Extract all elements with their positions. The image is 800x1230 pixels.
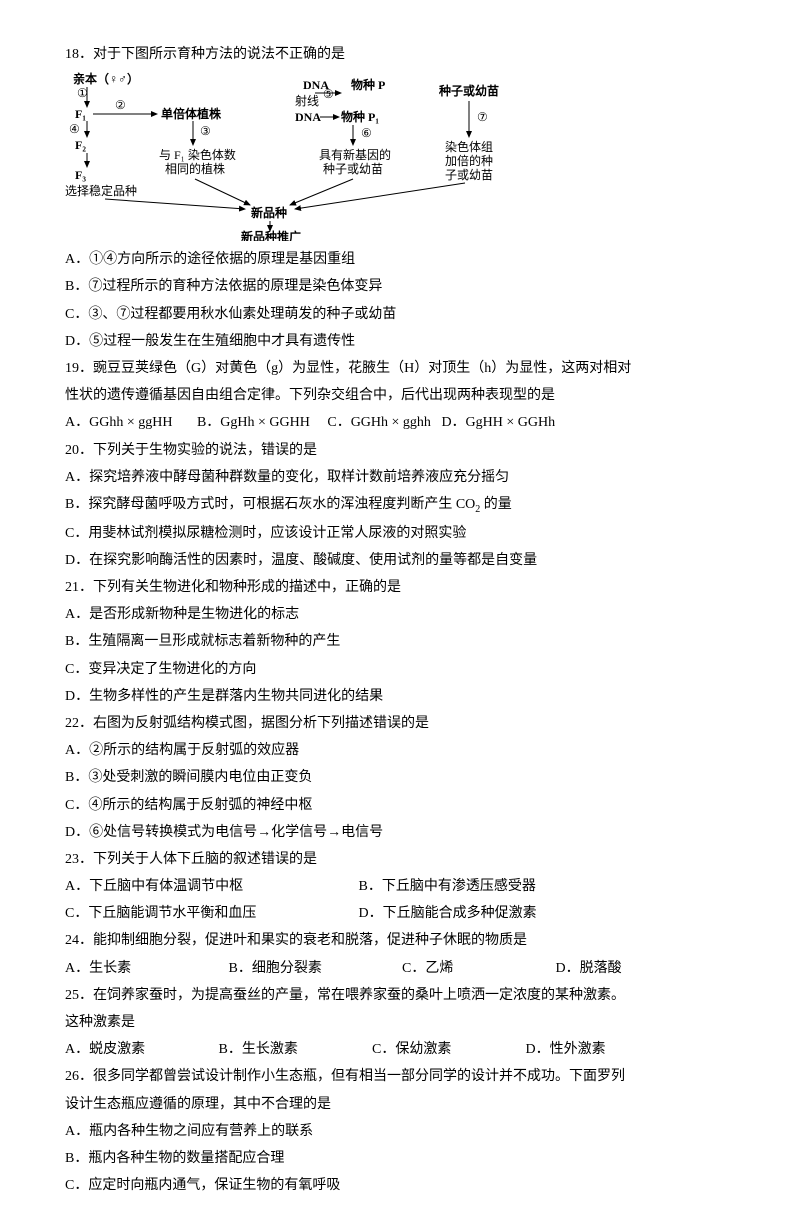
svg-text:①: ① <box>77 86 88 100</box>
q19-opt-c: C．GGHh × gghh <box>327 415 431 430</box>
q19-stem-1: 19．豌豆豆荚绿色（G）对黄色（g）为显性，花腋生（H）对顶生（h）为显性，这两… <box>65 356 735 381</box>
q18-stem: 18．对于下图所示育种方法的说法不正确的是 <box>65 42 735 67</box>
q19-options: A．GGhh × ggHH B．GgHh × GGHH C．GGHh × ggh… <box>65 410 735 435</box>
q24-options: A．生长素 B．细胞分裂素 C．乙烯 D．脱落酸 <box>65 956 735 981</box>
q18-opt-c: C．③、⑦过程都要用秋水仙素处理萌发的种子或幼苗 <box>65 302 735 327</box>
q23-opts-cd: C．下丘脑能调节水平衡和血压 D．下丘脑能合成多种促激素 <box>65 901 735 926</box>
q18-diagram: 亲本（♀♂） ① F₁ ② 单倍体植株 ④ F₂ F₃ 选择稳定品种 ③ 与 F… <box>65 71 735 241</box>
q18-opt-a: A．①④方向所示的途径依据的原理是基因重组 <box>65 247 735 272</box>
q23-stem: 23．下列关于人体下丘脑的叙述错误的是 <box>65 847 735 872</box>
svg-text:射线: 射线 <box>295 93 319 108</box>
svg-text:相同的植株: 相同的植株 <box>165 161 225 176</box>
q20-stem: 20．下列关于生物实验的说法，错误的是 <box>65 438 735 463</box>
q25-stem-2: 这种激素是 <box>65 1010 735 1035</box>
q24-opt-c: C．乙烯 <box>402 956 552 981</box>
q23-opt-a: A．下丘脑中有体温调节中枢 <box>65 874 355 899</box>
q25-opt-a: A．蜕皮激素 <box>65 1037 215 1062</box>
q26-opt-b: B．瓶内各种生物的数量搭配应合理 <box>65 1146 735 1171</box>
q21-opt-c: C．变异决定了生物进化的方向 <box>65 657 735 682</box>
svg-text:新品种推广: 新品种推广 <box>241 229 301 241</box>
svg-text:F₁: F₁ <box>75 107 86 121</box>
svg-text:DNA: DNA <box>295 110 321 124</box>
svg-text:⑥: ⑥ <box>361 126 372 140</box>
q25-opt-d: D．性外激素 <box>526 1042 606 1057</box>
svg-text:种子或幼苗: 种子或幼苗 <box>438 83 499 98</box>
q20-opt-a: A．探究培养液中酵母菌种群数量的变化，取样计数前培养液应充分摇匀 <box>65 465 735 490</box>
q24-opt-d: D．脱落酸 <box>556 961 622 976</box>
q23-opt-d: D．下丘脑能合成多种促激素 <box>359 906 537 921</box>
q23-opts-ab: A．下丘脑中有体温调节中枢 B．下丘脑中有渗透压感受器 <box>65 874 735 899</box>
svg-text:F₃: F₃ <box>75 168 86 182</box>
svg-text:种子或幼苗: 种子或幼苗 <box>323 162 383 176</box>
q22-stem: 22．右图为反射弧结构模式图，据图分析下列描述错误的是 <box>65 711 735 736</box>
q20-b-pre: B．探究酵母菌呼吸方式时，可根据石灰水的浑浊程度判断产生 CO <box>65 497 475 512</box>
svg-text:具有新基因的: 具有新基因的 <box>319 147 391 162</box>
svg-text:亲本（♀♂）: 亲本（♀♂） <box>73 71 139 86</box>
q21-opt-d: D．生物多样性的产生是群落内生物共同进化的结果 <box>65 684 735 709</box>
svg-text:子或幼苗: 子或幼苗 <box>445 168 493 182</box>
svg-text:加倍的种: 加倍的种 <box>445 153 493 168</box>
q21-stem: 21．下列有关生物进化和物种形成的描述中，正确的是 <box>65 575 735 600</box>
q19-stem-2: 性状的遗传遵循基因自由组合定律。下列杂交组合中，后代出现两种表现型的是 <box>65 383 735 408</box>
svg-text:物种 P: 物种 P <box>351 77 385 92</box>
q25-stem-1: 25．在饲养家蚕时，为提高蚕丝的产量，常在喂养家蚕的桑叶上喷洒一定浓度的某种激素… <box>65 983 735 1008</box>
q20-opt-c: C．用斐林试剂模拟尿糖检测时，应该设计正常人尿液的对照实验 <box>65 521 735 546</box>
q18-opt-d: D．⑤过程一般发生在生殖细胞中才具有遗传性 <box>65 329 735 354</box>
svg-text:物种 P₁: 物种 P₁ <box>341 109 379 124</box>
q19-opt-d: D．GgHH × GGHh <box>441 415 555 430</box>
q20-opt-d: D．在探究影响酶活性的因素时，温度、酸碱度、使用试剂的量等都是自变量 <box>65 548 735 573</box>
q18-opt-b: B．⑦过程所示的育种方法依据的原理是染色体变异 <box>65 274 735 299</box>
q22-opt-a: A．②所示的结构属于反射弧的效应器 <box>65 738 735 763</box>
q20-opt-b: B．探究酵母菌呼吸方式时，可根据石灰水的浑浊程度判断产生 CO2 的量 <box>65 492 735 519</box>
q23-opt-c: C．下丘脑能调节水平衡和血压 <box>65 901 355 926</box>
q23-opt-b: B．下丘脑中有渗透压感受器 <box>359 879 536 894</box>
q19-opt-a: A．GGhh × ggHH <box>65 415 172 430</box>
q22-opt-b: B．③处受刺激的瞬间膜内电位由正变负 <box>65 765 735 790</box>
svg-text:③: ③ <box>200 124 211 138</box>
svg-text:⑦: ⑦ <box>477 110 488 124</box>
q26-opt-a: A．瓶内各种生物之间应有营养上的联系 <box>65 1119 735 1144</box>
q25-options: A．蜕皮激素 B．生长激素 C．保幼激素 D．性外激素 <box>65 1037 735 1062</box>
q25-opt-c: C．保幼激素 <box>372 1037 522 1062</box>
q21-opt-b: B．生殖隔离一旦形成就标志着新物种的产生 <box>65 629 735 654</box>
svg-text:染色体组: 染色体组 <box>445 139 493 154</box>
svg-text:选择稳定品种: 选择稳定品种 <box>65 183 137 198</box>
q25-opt-b: B．生长激素 <box>219 1037 369 1062</box>
svg-text:④: ④ <box>69 122 80 136</box>
q22-opt-d: D．⑥处信号转换模式为电信号→化学信号→电信号 <box>65 820 735 845</box>
svg-text:F₂: F₂ <box>75 138 86 152</box>
q20-b-post: 的量 <box>480 497 512 512</box>
svg-text:新品种: 新品种 <box>251 205 287 220</box>
q26-stem-2: 设计生态瓶应遵循的原理，其中不合理的是 <box>65 1092 735 1117</box>
svg-text:单倍体植株: 单倍体植株 <box>161 106 222 121</box>
q24-opt-a: A．生长素 <box>65 956 225 981</box>
q26-stem-1: 26．很多同学都曾尝试设计制作小生态瓶，但有相当一部分同学的设计并不成功。下面罗… <box>65 1064 735 1089</box>
q22-opt-c: C．④所示的结构属于反射弧的神经中枢 <box>65 793 735 818</box>
q21-opt-a: A．是否形成新物种是生物进化的标志 <box>65 602 735 627</box>
q24-opt-b: B．细胞分裂素 <box>229 956 399 981</box>
svg-text:②: ② <box>115 98 126 112</box>
q19-opt-b: B．GgHh × GGHH <box>197 415 310 430</box>
svg-text:⑤: ⑤ <box>323 87 334 101</box>
svg-text:与 F₁ 染色体数: 与 F₁ 染色体数 <box>159 147 236 162</box>
q24-stem: 24．能抑制细胞分裂，促进叶和果实的衰老和脱落，促进种子休眠的物质是 <box>65 928 735 953</box>
q26-opt-c: C．应定时向瓶内通气，保证生物的有氧呼吸 <box>65 1173 735 1198</box>
